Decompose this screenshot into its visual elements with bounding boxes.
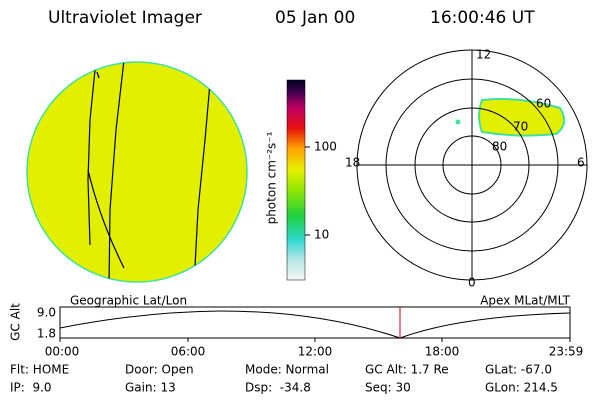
polar-label: 80 [492,140,507,154]
polar-plot [356,49,588,281]
info-field: GLon: 214.5 [485,381,558,395]
polar-label: 18 [345,156,360,170]
info-field: Flt: HOME [10,363,69,377]
polar-label: 70 [513,120,528,134]
info-field: IP: 9.0 [10,381,52,395]
timeline-axis-label: GC Alt [9,303,23,341]
colorbar-label: 100 [314,140,337,154]
info-field: Door: Open [125,363,194,377]
colorbar-label: 10 [314,228,329,242]
timeline-x-label: 06:00 [171,345,206,359]
timeline-x-label: 00:00 [45,345,80,359]
timeline [59,306,571,342]
info-field: GLat: -67.0 [485,363,552,377]
title-instrument: Ultraviolet Imager [48,8,202,28]
info-field: Mode: Normal [245,363,329,377]
timeline-y-label: 9.0 [37,306,56,320]
info-field: Gain: 13 [125,381,176,395]
info-field: Dsp: -34.8 [245,381,311,395]
timeline-y-label: 1.8 [37,327,56,341]
polar-label: 6 [577,156,585,170]
colorbar-unit: photon cm⁻²s⁻¹ [265,131,279,224]
title-time: 16:00:46 UT [430,8,535,28]
polar-label: 60 [536,97,551,111]
polar-label: 0 [468,276,476,290]
timeline-title: Geographic Lat/Lon [70,294,187,308]
info-panel: Flt: HOME Door: Open Mode: Normal GC Alt: 1… [10,363,558,395]
timeline-title: Apex MLat/MLT [480,294,570,308]
timeline-x-label: 12:00 [298,345,333,359]
info-field: Seq: 30 [365,381,411,395]
timeline-x-label: 18:00 [425,345,460,359]
title-date: 05 Jan 00 [275,8,355,28]
colorbar [286,79,310,281]
timeline-x-label: 23:59 [549,345,584,359]
polar-label: 12 [476,48,491,62]
earth-image [26,61,248,283]
info-field: GC Alt: 1.7 Re [365,363,449,377]
